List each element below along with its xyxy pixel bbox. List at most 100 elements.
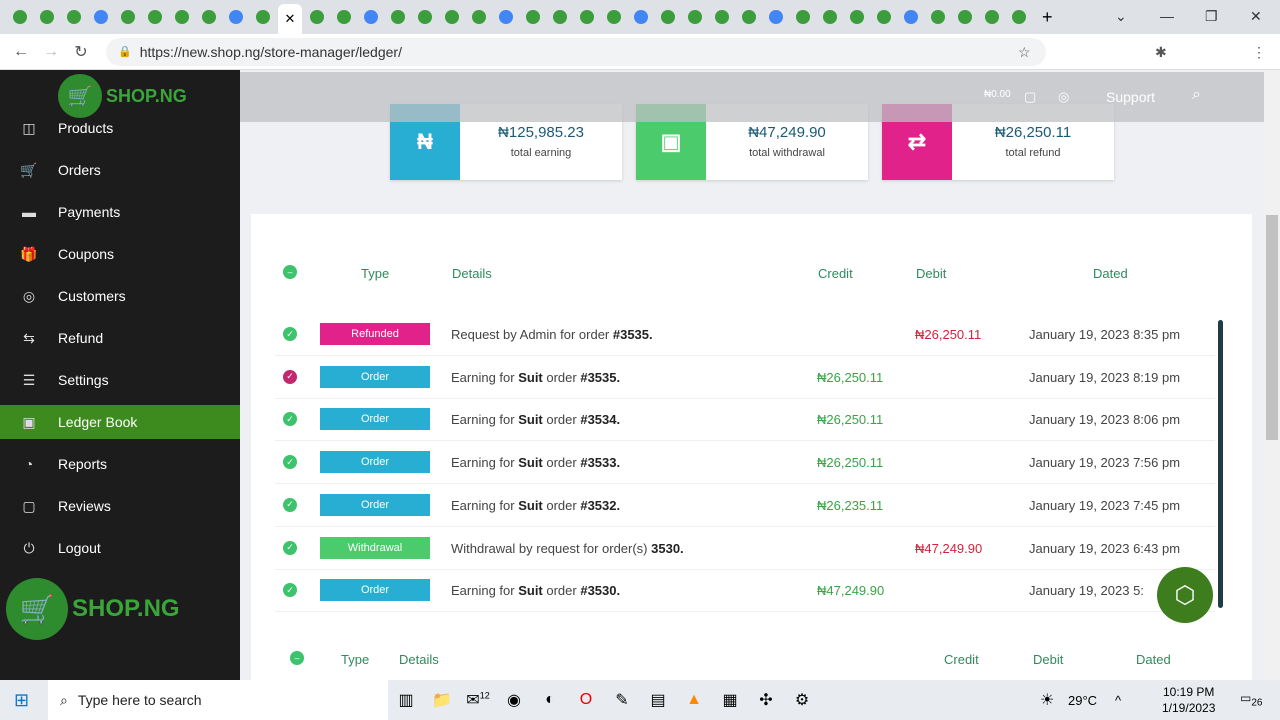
browser-tab[interactable] — [899, 5, 923, 29]
browser-tab[interactable] — [170, 5, 194, 29]
mail-icon[interactable]: ✉12 — [466, 690, 490, 709]
browser-tab[interactable] — [413, 5, 437, 29]
sidebar-item-logout[interactable]: ⏻ Logout — [0, 531, 240, 565]
task-view-icon[interactable]: ▥ — [398, 692, 414, 709]
app-icon[interactable]: ✎ — [615, 692, 629, 709]
sidebar-item-customers[interactable]: ◎ Customers — [0, 279, 240, 313]
browser-tab[interactable] — [251, 5, 275, 29]
browser-tab[interactable] — [359, 5, 383, 29]
edge-icon[interactable]: ◐ — [545, 691, 555, 708]
browser-tab[interactable] — [926, 5, 950, 29]
browser-tab[interactable] — [710, 5, 734, 29]
app-icon[interactable]: ⚙ — [794, 692, 810, 709]
footer-details[interactable]: Details — [399, 652, 439, 667]
browser-tab[interactable] — [872, 5, 896, 29]
order-link[interactable]: #3535. — [612, 327, 653, 342]
office-icon[interactable]: ▦ — [722, 692, 738, 709]
clock[interactable]: 10:19 PM 1/19/2023 — [1162, 685, 1216, 715]
chrome-icon[interactable]: ◉ — [507, 692, 521, 709]
browser-tab[interactable] — [8, 5, 32, 29]
browser-tab[interactable] — [305, 5, 329, 29]
browser-tab[interactable] — [143, 5, 167, 29]
browser-tab[interactable] — [35, 5, 59, 29]
browser-tab[interactable] — [116, 5, 140, 29]
browser-tab[interactable] — [818, 5, 842, 29]
footer-dated[interactable]: Dated — [1136, 652, 1171, 667]
profile-icon[interactable]: ◎ — [1058, 89, 1070, 104]
taskbar-search-input[interactable]: ⌕ Type here to search — [48, 680, 388, 720]
new-tab-button[interactable]: + — [1042, 6, 1053, 27]
sidebar-logo-top[interactable]: 🛒 SHOP.NG — [58, 74, 187, 118]
sidebar-item-coupons[interactable]: 🎁 Coupons — [0, 237, 240, 271]
order-link[interactable]: #3534. — [580, 412, 621, 428]
sidebar-item-reviews[interactable]: ▢ Reviews — [0, 489, 240, 523]
browser-tab[interactable] — [332, 5, 356, 29]
sidebar-item-settings[interactable]: ☰ Settings — [0, 363, 240, 397]
forward-button[interactable]: → — [43, 42, 59, 60]
browser-menu-icon[interactable]: ⋮ — [1252, 44, 1266, 60]
browser-tab[interactable] — [521, 5, 545, 29]
browser-tab[interactable] — [764, 5, 788, 29]
tab-search-icon[interactable]: ⌄ — [1115, 8, 1127, 24]
support-link[interactable]: Support — [1106, 89, 1156, 105]
browser-tab[interactable] — [656, 5, 680, 29]
sidebar-item-orders[interactable]: 🛒 Orders — [0, 153, 240, 187]
browser-tab[interactable] — [197, 5, 221, 29]
close-window-button[interactable]: ✕ — [1250, 8, 1262, 24]
browser-tab[interactable] — [845, 5, 869, 29]
browser-tab[interactable] — [89, 5, 113, 29]
cart-balance[interactable]: ₦0.00 — [984, 89, 1011, 100]
browser-tab[interactable] — [737, 5, 761, 29]
header-credit[interactable]: Credit — [818, 266, 853, 281]
file-explorer-icon[interactable]: 📁 — [432, 692, 452, 709]
browser-tab[interactable] — [791, 5, 815, 29]
footer-credit[interactable]: Credit — [944, 652, 979, 667]
table-scrollbar[interactable] — [1218, 320, 1223, 608]
browser-tab[interactable] — [953, 5, 977, 29]
header-details[interactable]: Details — [452, 266, 492, 281]
browser-tab[interactable] — [683, 5, 707, 29]
browser-tab[interactable] — [224, 5, 248, 29]
browser-tab[interactable]: ✕ — [278, 4, 302, 34]
browser-tab[interactable] — [548, 5, 572, 29]
app-icon[interactable]: ▤ — [650, 692, 666, 709]
weather-temp[interactable]: 29°C — [1068, 692, 1098, 708]
url-input[interactable]: 🔒 https://new.shop.ng/store-manager/ledge… — [106, 37, 1046, 66]
footer-debit[interactable]: Debit — [1033, 652, 1064, 667]
search-icon[interactable]: ⌕ — [1192, 86, 1201, 103]
extensions-icon[interactable]: ✱ — [1155, 44, 1167, 60]
browser-tab[interactable] — [494, 5, 518, 29]
vlc-icon[interactable]: ▲ — [686, 691, 702, 708]
sidebar-item-reports[interactable]: ◔ Reports — [0, 447, 240, 481]
order-link[interactable]: #3535. — [580, 369, 621, 385]
sidebar-item-payments[interactable]: ▬ Payments — [0, 195, 240, 229]
windows-start-icon[interactable]: ⊞ — [14, 689, 30, 710]
order-link[interactable]: #3530. — [580, 583, 621, 599]
footer-type[interactable]: Type — [341, 652, 370, 667]
header-debit[interactable]: Debit — [916, 266, 947, 281]
browser-tab[interactable] — [467, 5, 491, 29]
opera-icon[interactable]: O — [579, 691, 593, 708]
notifications-icon[interactable]: ▭26 — [1240, 691, 1263, 709]
browser-tab[interactable] — [629, 5, 653, 29]
slack-icon[interactable]: ✣ — [759, 692, 773, 709]
restore-button[interactable]: ❐ — [1205, 8, 1218, 24]
browser-tab[interactable] — [980, 5, 1004, 29]
browser-tab[interactable] — [602, 5, 626, 29]
wallet-icon[interactable]: ▢ — [1024, 89, 1037, 104]
order-link[interactable]: #3533. — [580, 455, 621, 471]
order-link[interactable]: #3532. — [580, 497, 621, 513]
sidebar-item-refund[interactable]: ⇆ Refund — [0, 321, 240, 355]
minimize-button[interactable]: — — [1160, 8, 1174, 24]
tray-chevron-icon[interactable]: ^ — [1115, 692, 1122, 708]
back-button[interactable]: ← — [13, 42, 29, 60]
browser-tab[interactable] — [386, 5, 410, 29]
browser-tab[interactable] — [62, 5, 86, 29]
header-type[interactable]: Type — [361, 266, 390, 281]
bookmark-star-icon[interactable]: ☆ — [1018, 44, 1031, 60]
browser-tab[interactable] — [1007, 5, 1031, 29]
order-link[interactable]: 3530. — [651, 540, 684, 556]
reload-button[interactable]: ↻ — [74, 43, 88, 61]
sidebar-item-products[interactable]: ◫ Products — [0, 111, 240, 145]
sidebar-item-ledger-book[interactable]: ▣ Ledger Book — [0, 405, 240, 439]
